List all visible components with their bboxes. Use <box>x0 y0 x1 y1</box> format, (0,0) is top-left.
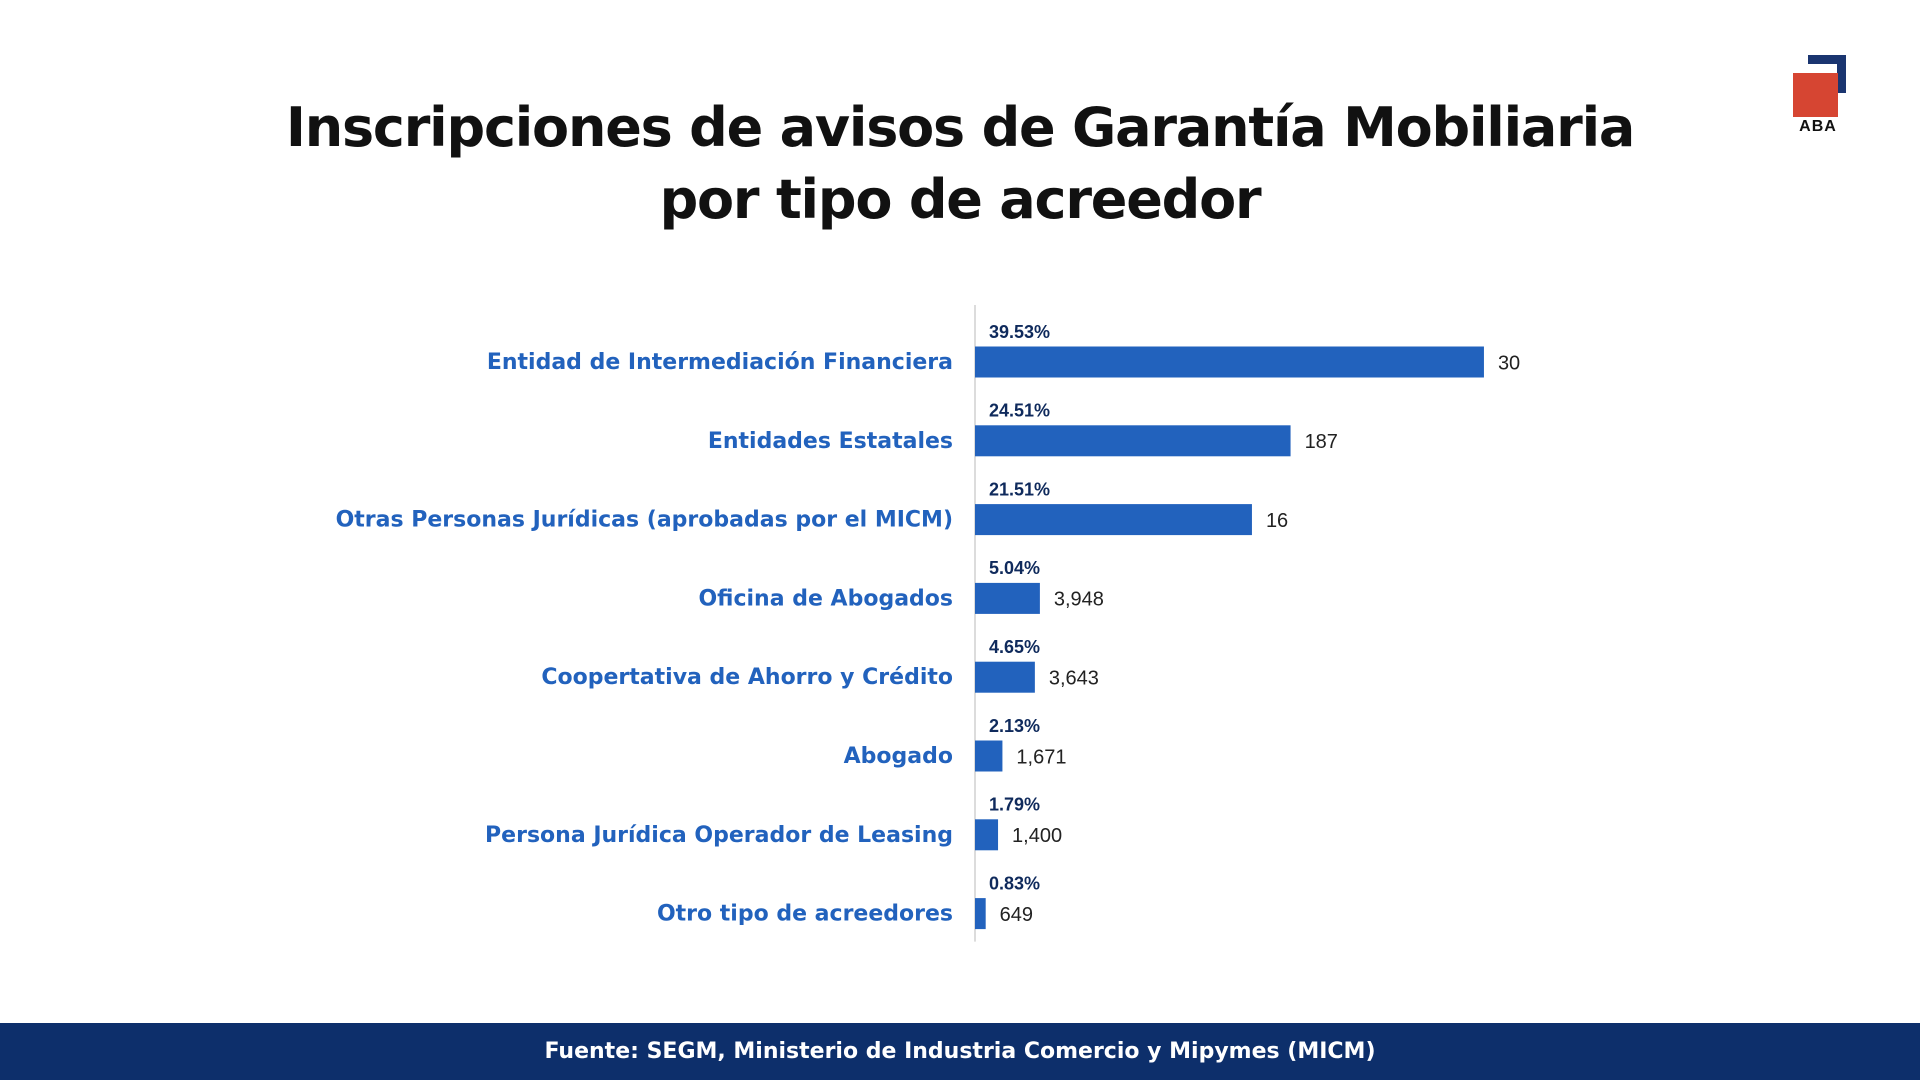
bar <box>975 504 1252 536</box>
logo-square-icon <box>1793 73 1838 117</box>
value-label: 649 <box>1000 904 1033 926</box>
value-label: 16 <box>1266 510 1288 532</box>
value-label: 1,671 <box>1016 746 1066 768</box>
logo-bracket-icon <box>1808 55 1846 93</box>
logo-text: ABA <box>1799 118 1837 135</box>
percent-label: 39.53% <box>989 322 1050 342</box>
percent-label: 21.51% <box>989 479 1050 499</box>
percent-label: 1.79% <box>989 795 1040 815</box>
value-label: 1,400 <box>1012 825 1062 847</box>
bar <box>975 346 1484 378</box>
category-label: Otro tipo de acreedores <box>657 902 953 927</box>
value-label: 30 <box>1498 352 1520 374</box>
aba-logo: ABA <box>1790 55 1860 145</box>
percent-label: 24.51% <box>989 401 1050 421</box>
bar-chart: Entidad de Intermediación Financiera 39.5… <box>336 305 1520 942</box>
percent-label: 0.83% <box>989 873 1040 893</box>
percent-label: 5.04% <box>989 558 1040 578</box>
chart-title: Inscripciones de avisos de Garantía Mobi… <box>0 92 1920 236</box>
category-label: Abogado <box>844 744 953 769</box>
percent-label: 4.65% <box>989 637 1040 657</box>
category-label: Entidad de Intermediación Financiera <box>487 350 953 375</box>
bar <box>975 661 1035 693</box>
chart-title-line-2: por tipo de acreedor <box>659 168 1262 231</box>
category-label: Otras Personas Jurídicas (aprobadas por … <box>336 508 953 533</box>
value-label: 3,948 <box>1054 589 1104 611</box>
chart-title-line-1: Inscripciones de avisos de Garantía Mobi… <box>285 96 1635 159</box>
bar <box>975 898 986 930</box>
category-label: Coopertativa de Ahorro y Crédito <box>541 665 953 690</box>
bar <box>975 819 999 851</box>
category-label: Entidades Estatales <box>708 429 953 454</box>
category-label: Oficina de Abogados <box>698 586 953 611</box>
source-text: Fuente: SEGM, Ministerio de Industria Co… <box>544 1039 1376 1064</box>
value-label: 3,643 <box>1049 667 1099 689</box>
value-label: 187 <box>1305 431 1338 453</box>
bar <box>975 582 1040 614</box>
percent-label: 2.13% <box>989 716 1040 736</box>
bar <box>975 740 1003 772</box>
source-footer: Fuente: SEGM, Ministerio de Industria Co… <box>0 1023 1920 1080</box>
bar <box>975 425 1291 457</box>
category-label: Persona Jurídica Operador de Leasing <box>485 823 953 848</box>
